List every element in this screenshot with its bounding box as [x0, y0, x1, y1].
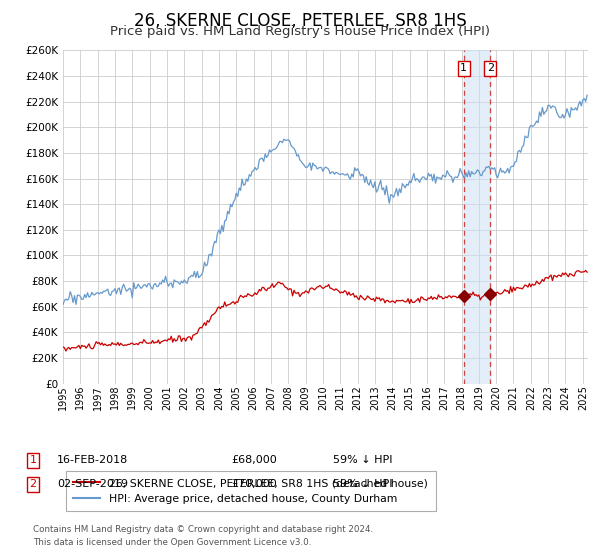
Bar [464, 50, 490, 384]
Text: Contains HM Land Registry data © Crown copyright and database right 2024.: Contains HM Land Registry data © Crown c… [33, 525, 373, 534]
Text: 2: 2 [29, 479, 37, 489]
Text: 2: 2 [487, 63, 494, 73]
Text: 59% ↓ HPI: 59% ↓ HPI [333, 455, 392, 465]
Text: 16-FEB-2018: 16-FEB-2018 [57, 455, 128, 465]
Text: This data is licensed under the Open Government Licence v3.0.: This data is licensed under the Open Gov… [33, 538, 311, 547]
Text: 59% ↓ HPI: 59% ↓ HPI [333, 479, 392, 489]
Text: 1: 1 [29, 455, 37, 465]
Text: 1: 1 [460, 63, 467, 73]
Legend: 26, SKERNE CLOSE, PETERLEE, SR8 1HS (detached house), HPI: Average price, detach: 26, SKERNE CLOSE, PETERLEE, SR8 1HS (det… [66, 470, 436, 511]
Text: 02-SEP-2019: 02-SEP-2019 [57, 479, 128, 489]
Text: £68,000: £68,000 [231, 455, 277, 465]
Text: Price paid vs. HM Land Registry's House Price Index (HPI): Price paid vs. HM Land Registry's House … [110, 25, 490, 38]
Text: 26, SKERNE CLOSE, PETERLEE, SR8 1HS: 26, SKERNE CLOSE, PETERLEE, SR8 1HS [134, 12, 466, 30]
Text: £70,000: £70,000 [231, 479, 277, 489]
